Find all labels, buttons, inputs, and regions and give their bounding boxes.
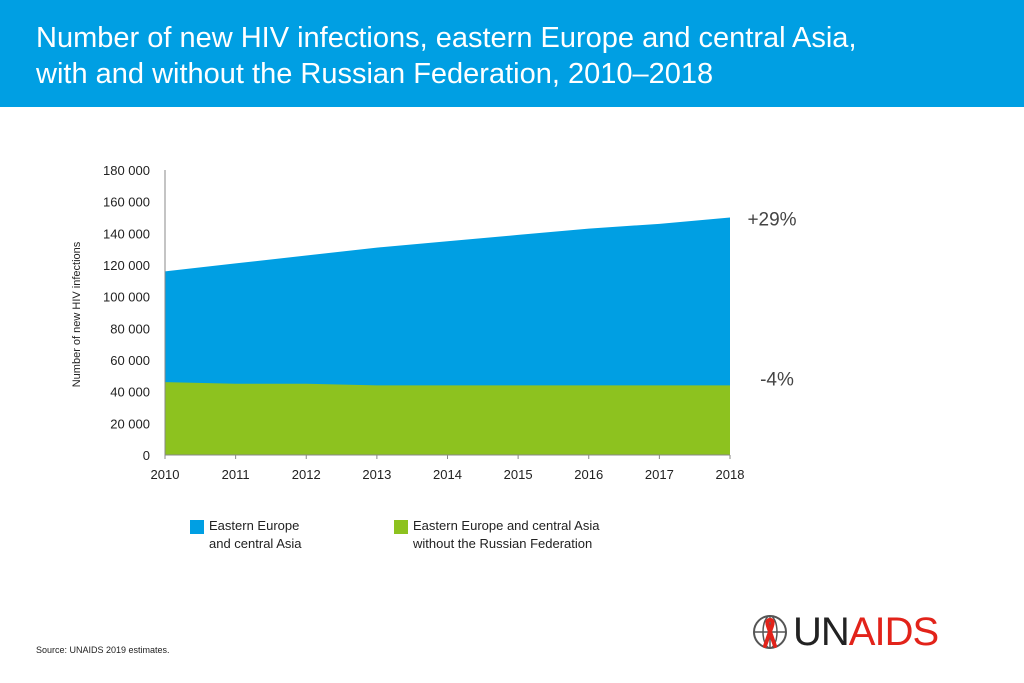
y-tick-label: 20 000 (110, 416, 150, 431)
title-line-1: Number of new HIV infections, eastern Eu… (36, 22, 857, 54)
x-tick-label: 2012 (292, 467, 321, 482)
header-banner: Number of new HIV infections, eastern Eu… (0, 0, 1024, 107)
y-tick-label: 40 000 (110, 385, 150, 400)
y-tick-label: 100 000 (103, 290, 150, 305)
unaids-wordmark: UNAIDS (793, 610, 939, 654)
legend-total-line-1: Eastern Europe (209, 518, 300, 533)
y-tick-label: 160 000 (103, 195, 150, 210)
legend-label-excl-russia: Eastern Europe and central Asia without … (413, 517, 643, 553)
legend-excl-line-2: without the Russian Federation (413, 536, 593, 551)
x-tick-label: 2017 (645, 467, 674, 482)
x-tick-label: 2018 (716, 467, 745, 482)
y-tick-label: 120 000 (103, 258, 150, 273)
y-tick-label: 80 000 (110, 321, 150, 336)
x-tick-label: 2016 (574, 467, 603, 482)
annotation-excl-russia-change: -4% (760, 369, 794, 390)
y-tick-label: 0 (143, 448, 150, 463)
unaids-emblem-icon (753, 615, 787, 649)
page-title: Number of new HIV infections, eastern Eu… (36, 20, 996, 92)
logo-text-aids: AIDS (848, 610, 939, 654)
title-line-2: with and without the Russian Federation,… (36, 58, 714, 90)
legend-label-total: Eastern Europe and central Asia (209, 517, 439, 553)
legend-excl-line-1: Eastern Europe and central Asia (413, 518, 600, 533)
y-tick-label: 180 000 (103, 163, 150, 178)
x-tick-label: 2013 (362, 467, 391, 482)
x-tick-label: 2010 (151, 467, 180, 482)
source-note: Source: UNAIDS 2019 estimates. (36, 645, 170, 655)
x-tick-label: 2014 (433, 467, 462, 482)
area-series-excl-russia (165, 382, 730, 455)
y-tick-label: 140 000 (103, 226, 150, 241)
x-tick-label: 2015 (504, 467, 533, 482)
annotation-total-change: +29% (747, 210, 796, 231)
y-axis-label: Number of new HIV infections (71, 241, 83, 387)
logo-text-un: UN (793, 610, 850, 654)
legend-swatch-total (190, 520, 204, 534)
unaids-logo: UNAIDS (750, 612, 950, 652)
x-tick-label: 2011 (222, 467, 250, 482)
legend-total-line-2: and central Asia (209, 536, 302, 551)
y-tick-label: 60 000 (110, 353, 150, 368)
legend-swatch-excl-russia (394, 520, 408, 534)
